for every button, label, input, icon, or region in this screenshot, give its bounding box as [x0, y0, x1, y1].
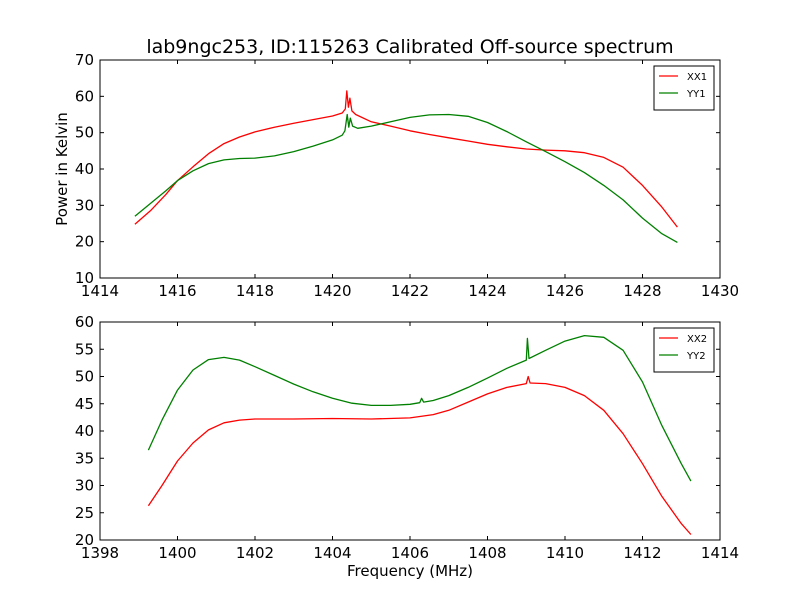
x-tick-label: 1420 [313, 282, 351, 300]
y-tick-label: 30 [75, 196, 94, 214]
series-group [134, 90, 678, 243]
x-tick-label: 1408 [468, 544, 506, 562]
x-tick-label: 1404 [313, 544, 351, 562]
axes-frame [99, 321, 721, 541]
figure-title: lab9ngc253, ID:115263 Calibrated Off-sou… [146, 36, 673, 58]
y-tick-label: 20 [75, 531, 94, 549]
legend: XX1 YY1 [653, 65, 715, 111]
bottom-panel: 1398 1400 1402 1404 1406 1408 1410 1412 1414 20 25… [75, 313, 739, 580]
y-tick-label: 60 [75, 313, 94, 331]
y-tick-label: 20 [75, 233, 94, 251]
legend-box [653, 327, 715, 373]
x-tick-label: 1412 [623, 544, 661, 562]
y-tick-label: 55 [75, 340, 94, 358]
y-tick-label: 50 [75, 124, 94, 142]
x-tick-label: 1426 [546, 282, 584, 300]
y-tick-label: 45 [75, 395, 94, 413]
legend-label-yy1: YY1 [686, 89, 706, 100]
x-axis-label: Frequency (MHz) [347, 562, 473, 580]
legend-label-xx2: XX2 [687, 334, 707, 345]
series-line-xx2 [147, 375, 692, 535]
y-tick-label: 40 [75, 422, 94, 440]
y-tick-label: 40 [75, 160, 94, 178]
y-tick-label: 30 [75, 477, 94, 495]
legend-label-xx1: XX1 [687, 72, 707, 83]
legend: XX2 YY2 [653, 327, 715, 373]
y-tick-label: 70 [75, 51, 94, 69]
x-tick-label: 1424 [468, 282, 506, 300]
x-tick-label: 1398 [81, 544, 119, 562]
series-line-xx1 [134, 90, 678, 228]
y-axis-label: Power in Kelvin [53, 112, 71, 226]
x-tick-label: 1428 [623, 282, 661, 300]
x-tick-label: 1410 [546, 544, 584, 562]
x-tick-label: 1414 [701, 544, 739, 562]
series-group [147, 334, 692, 535]
x-tick-label: 1416 [158, 282, 196, 300]
x-tick-label: 1414 [81, 282, 119, 300]
y-tick-label: 60 [75, 87, 94, 105]
x-tick-label: 1422 [391, 282, 429, 300]
x-tick-label: 1400 [158, 544, 196, 562]
y-tick-label: 10 [75, 269, 94, 287]
legend-box [653, 65, 715, 111]
legend-label-yy2: YY2 [686, 351, 706, 362]
x-tick-label: 1430 [701, 282, 739, 300]
y-tick-label: 25 [75, 504, 94, 522]
y-tick-label: 35 [75, 449, 94, 467]
x-tick-label: 1418 [236, 282, 274, 300]
axes-frame [99, 59, 721, 279]
y-tick-label: 50 [75, 368, 94, 386]
x-tick-label: 1406 [391, 544, 429, 562]
series-line-yy1 [134, 113, 678, 243]
series-line-yy2 [147, 334, 692, 482]
top-panel: 1414 1416 1418 1420 1422 1424 1426 1428 1430 10 20… [53, 51, 739, 300]
x-tick-label: 1402 [236, 544, 274, 562]
